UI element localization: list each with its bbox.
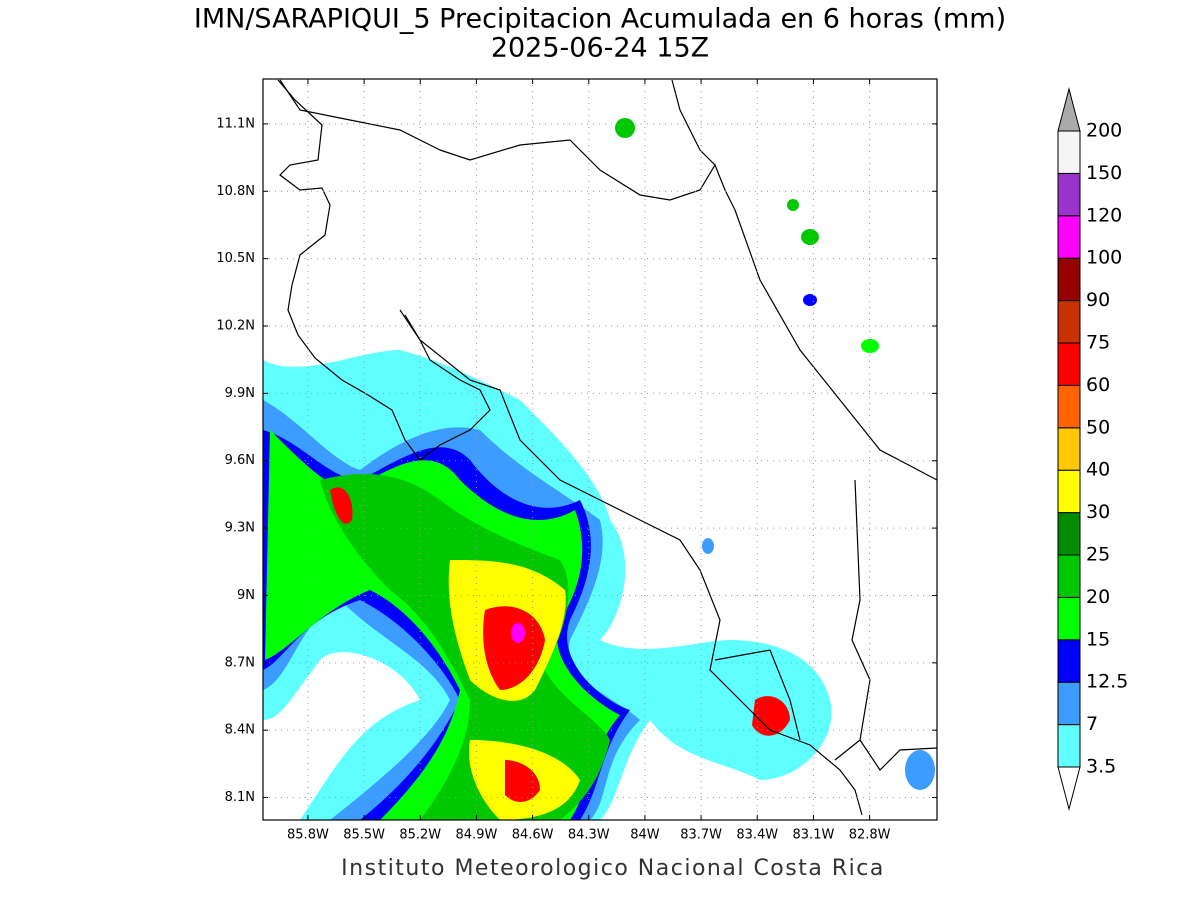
colorbar-box xyxy=(1057,596,1081,641)
precip-cell xyxy=(615,118,635,138)
precip-area xyxy=(448,560,580,820)
colorbar-box xyxy=(1057,342,1081,386)
colorbar-label: 40 xyxy=(1086,459,1110,481)
colorbar-box xyxy=(1057,512,1081,556)
border xyxy=(714,649,801,741)
footer: Instituto Meteorologico Nacional Costa R… xyxy=(341,856,885,881)
lon-tick-label: 85.2W xyxy=(399,828,441,843)
colorbar-label: 30 xyxy=(1086,501,1110,523)
coastline xyxy=(834,479,871,761)
colorbar-label: 60 xyxy=(1086,374,1110,396)
colorbar-under xyxy=(1057,766,1081,811)
lat-tick-label: 9.9N xyxy=(225,386,255,401)
border xyxy=(671,79,716,166)
coastlines xyxy=(277,79,937,816)
colorbar-box xyxy=(1057,554,1081,598)
precip-cell xyxy=(801,229,819,245)
precip-field xyxy=(263,118,935,820)
map-frame xyxy=(262,78,938,821)
colorbar-label: 12.5 xyxy=(1086,671,1128,693)
lat-tick-label: 9.6N xyxy=(225,453,255,468)
colorbar-box xyxy=(1057,172,1081,217)
colorbar-box xyxy=(1057,469,1081,514)
lon-tick-label: 82.8W xyxy=(849,828,891,843)
colorbar-label: 90 xyxy=(1086,289,1110,311)
colorbar-box xyxy=(1057,427,1081,471)
lat-tick-label: 11.1N xyxy=(216,116,255,131)
precip-cell xyxy=(905,750,935,790)
colorbar-label: 7 xyxy=(1086,713,1098,735)
colorbar-label: 120 xyxy=(1086,204,1122,226)
precip-max xyxy=(511,623,525,643)
colorbar-label: 150 xyxy=(1086,162,1122,184)
precip-cell xyxy=(787,199,799,211)
colorbar-over xyxy=(1057,87,1081,132)
colorbar-label: 50 xyxy=(1086,416,1110,438)
map-area xyxy=(263,79,937,820)
lon-tick-label: 84W xyxy=(630,828,660,843)
colorbar-label: 20 xyxy=(1086,586,1110,608)
lat-tick-label: 10.5N xyxy=(216,251,255,266)
colorbar-label: 3.5 xyxy=(1086,756,1116,778)
border xyxy=(279,79,441,151)
coastline xyxy=(859,739,937,771)
colorbar-box xyxy=(1057,257,1081,302)
lat-tick-label: 8.4N xyxy=(225,723,255,738)
lon-tick-label: 85.5W xyxy=(343,828,385,843)
colorbar-label: 75 xyxy=(1086,332,1110,354)
precip-cell xyxy=(803,294,817,306)
lon-tick-label: 85.8W xyxy=(287,828,329,843)
lon-tick-label: 84.3W xyxy=(568,828,610,843)
lat-tick-label: 9N xyxy=(237,588,255,603)
coastline xyxy=(439,139,937,481)
lat-tick-label: 10.2N xyxy=(216,319,255,334)
title: IMN/SARAPIQUI_5 Precipitacion Acumulada … xyxy=(194,4,1006,35)
colorbar-box xyxy=(1057,300,1081,344)
coastline xyxy=(404,314,863,816)
colorbar-label: 15 xyxy=(1086,628,1110,650)
colorbar-box xyxy=(1057,724,1081,768)
precip-cell xyxy=(861,339,879,353)
lon-tick-label: 84.6W xyxy=(512,828,554,843)
colorbar-box xyxy=(1057,130,1081,174)
colorbar-label: 100 xyxy=(1086,247,1122,269)
lat-tick-label: 10.8N xyxy=(216,184,255,199)
lat-tick-label: 8.7N xyxy=(225,655,255,670)
lon-tick-label: 83.4W xyxy=(736,828,778,843)
colorbar-label: 25 xyxy=(1086,544,1110,566)
colorbar-box xyxy=(1057,215,1081,259)
colorbar-box xyxy=(1057,681,1081,726)
colorbar-box xyxy=(1057,384,1081,429)
lon-tick-label: 83.1W xyxy=(793,828,835,843)
precip-cell xyxy=(702,538,714,554)
subtitle: 2025-06-24 15Z xyxy=(491,33,709,64)
colorbar-label: 200 xyxy=(1086,120,1122,142)
lat-tick-label: 8.1N xyxy=(225,790,255,805)
coastline xyxy=(277,79,491,461)
lat-tick-label: 9.3N xyxy=(225,521,255,536)
lon-tick-label: 84.9W xyxy=(456,828,498,843)
lon-tick-label: 83.7W xyxy=(680,828,722,843)
colorbar-box xyxy=(1057,639,1081,683)
